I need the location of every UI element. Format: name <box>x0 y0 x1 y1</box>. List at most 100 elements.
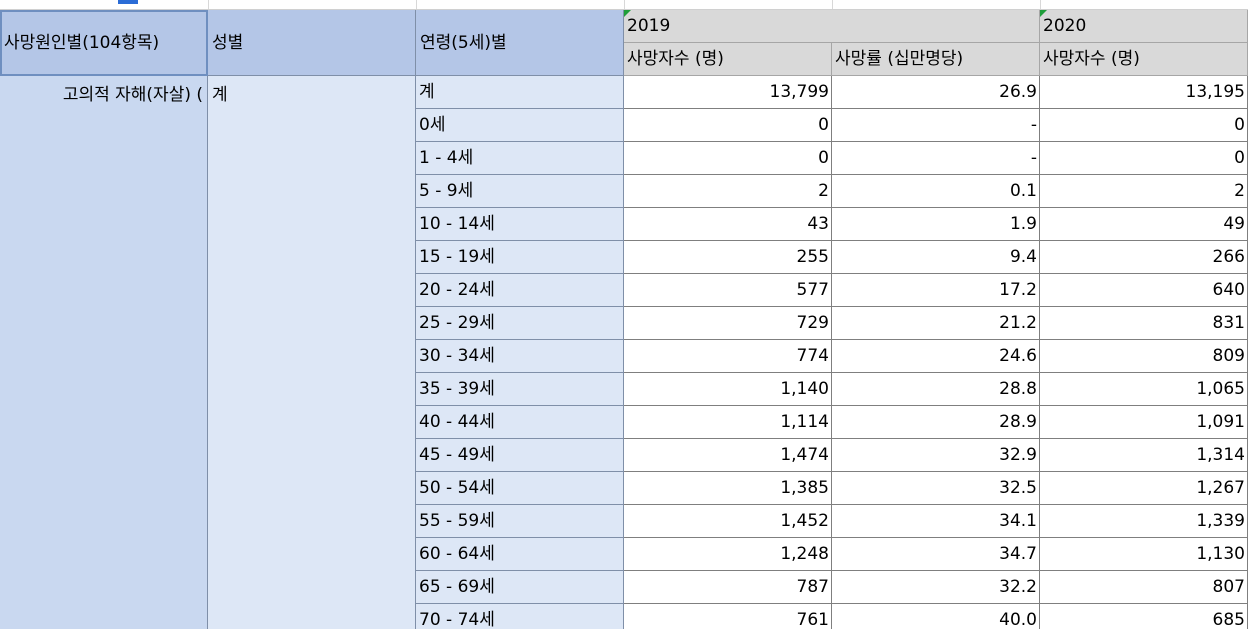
deaths-2019-cell[interactable]: 774 <box>624 340 832 373</box>
rate-2019-cell[interactable]: 28.9 <box>832 406 1040 439</box>
rate-2019-cell[interactable]: 32.5 <box>832 472 1040 505</box>
age-cell[interactable]: 5 - 9세 <box>416 175 624 208</box>
age-cell[interactable]: 15 - 19세 <box>416 241 624 274</box>
header-deaths-2020-cell[interactable]: 사망자수 (명) <box>1040 43 1248 76</box>
deaths-2020-cell[interactable]: 1,314 <box>1040 439 1248 472</box>
deaths-2019-value: 0 <box>818 148 829 168</box>
rate-2019-cell[interactable]: 9.4 <box>832 241 1040 274</box>
deaths-2020-cell[interactable]: 809 <box>1040 340 1248 373</box>
deaths-2019-cell[interactable]: 0 <box>624 142 832 175</box>
deaths-2019-cell[interactable]: 1,140 <box>624 373 832 406</box>
age-value: 50 - 54세 <box>419 478 495 498</box>
deaths-2020-cell[interactable]: 1,267 <box>1040 472 1248 505</box>
age-cell[interactable]: 10 - 14세 <box>416 208 624 241</box>
deaths-2019-cell[interactable]: 2 <box>624 175 832 208</box>
rate-2019-cell[interactable]: 32.2 <box>832 571 1040 604</box>
rate-2019-cell[interactable]: 24.6 <box>832 340 1040 373</box>
age-cell[interactable]: 1 - 4세 <box>416 142 624 175</box>
deaths-2020-cell[interactable]: 0 <box>1040 142 1248 175</box>
age-cell[interactable]: 70 - 74세 <box>416 604 624 629</box>
deaths-2020-cell[interactable]: 2 <box>1040 175 1248 208</box>
deaths-2020-cell[interactable]: 1,130 <box>1040 538 1248 571</box>
rate-2019-cell[interactable]: 21.2 <box>832 307 1040 340</box>
deaths-2020-cell[interactable]: 0 <box>1040 109 1248 142</box>
age-cell[interactable]: 60 - 64세 <box>416 538 624 571</box>
age-value: 55 - 59세 <box>419 511 495 531</box>
deaths-2020-value: 1,130 <box>1196 544 1245 564</box>
deaths-2020-cell[interactable]: 685 <box>1040 604 1248 629</box>
deaths-2019-cell[interactable]: 1,114 <box>624 406 832 439</box>
rate-2019-cell[interactable]: 26.9 <box>832 76 1040 109</box>
deaths-2020-cell[interactable]: 49 <box>1040 208 1248 241</box>
age-cell[interactable]: 35 - 39세 <box>416 373 624 406</box>
age-cell[interactable]: 30 - 34세 <box>416 340 624 373</box>
deaths-2019-value: 255 <box>796 247 829 267</box>
age-cell[interactable]: 0세 <box>416 109 624 142</box>
age-value: 5 - 9세 <box>419 181 474 201</box>
age-cell[interactable]: 55 - 59세 <box>416 505 624 538</box>
rate-2019-cell[interactable]: 34.1 <box>832 505 1040 538</box>
header-year-2019-cell[interactable]: 2019 <box>624 10 1040 43</box>
deaths-2020-value: 640 <box>1212 280 1245 300</box>
deaths-2020-value: 685 <box>1212 610 1245 629</box>
deaths-2020-cell[interactable]: 266 <box>1040 241 1248 274</box>
deaths-2020-cell[interactable]: 831 <box>1040 307 1248 340</box>
row-header-cause-label: 고의적 자해(자살) ( <box>62 85 203 105</box>
deaths-2019-cell[interactable]: 787 <box>624 571 832 604</box>
deaths-2019-cell[interactable]: 43 <box>624 208 832 241</box>
header-cause-cell[interactable]: 사망원인별(104항목) <box>0 10 208 76</box>
deaths-2019-value: 0 <box>818 115 829 135</box>
deaths-2019-value: 1,385 <box>780 478 829 498</box>
age-cell[interactable]: 50 - 54세 <box>416 472 624 505</box>
deaths-2020-cell[interactable]: 13,195 <box>1040 76 1248 109</box>
deaths-2019-cell[interactable]: 577 <box>624 274 832 307</box>
header-age-cell[interactable]: 연령(5세)별 <box>416 10 624 76</box>
rate-2019-value: - <box>1030 148 1037 168</box>
age-cell[interactable]: 계 <box>416 76 624 109</box>
deaths-2020-cell[interactable]: 1,339 <box>1040 505 1248 538</box>
rate-2019-cell[interactable]: 1.9 <box>832 208 1040 241</box>
deaths-2020-cell[interactable]: 1,091 <box>1040 406 1248 439</box>
deaths-2019-cell[interactable]: 1,248 <box>624 538 832 571</box>
rate-2019-cell[interactable]: 17.2 <box>832 274 1040 307</box>
deaths-2019-cell[interactable]: 761 <box>624 604 832 629</box>
age-cell[interactable]: 20 - 24세 <box>416 274 624 307</box>
deaths-2019-cell[interactable]: 1,385 <box>624 472 832 505</box>
deaths-2019-value: 13,799 <box>769 82 829 102</box>
deaths-2020-cell[interactable]: 640 <box>1040 274 1248 307</box>
header-deaths-2019-cell[interactable]: 사망자수 (명) <box>624 43 832 76</box>
deaths-2020-value: 1,267 <box>1196 478 1245 498</box>
rate-2019-cell[interactable]: 32.9 <box>832 439 1040 472</box>
age-cell[interactable]: 25 - 29세 <box>416 307 624 340</box>
deaths-2020-value: 1,065 <box>1196 379 1245 399</box>
age-cell[interactable]: 45 - 49세 <box>416 439 624 472</box>
deaths-2020-cell[interactable]: 1,065 <box>1040 373 1248 406</box>
rate-2019-cell[interactable]: 28.8 <box>832 373 1040 406</box>
deaths-2019-cell[interactable]: 1,452 <box>624 505 832 538</box>
deaths-2019-cell[interactable]: 0 <box>624 109 832 142</box>
row-header-sex-cell[interactable]: 계 <box>208 76 416 629</box>
deaths-2020-value: 0 <box>1234 148 1245 168</box>
age-cell[interactable]: 40 - 44세 <box>416 406 624 439</box>
rate-2019-cell[interactable]: 34.7 <box>832 538 1040 571</box>
header-sex-cell[interactable]: 성별 <box>208 10 416 76</box>
deaths-2019-value: 2 <box>818 181 829 201</box>
deaths-2019-cell[interactable]: 255 <box>624 241 832 274</box>
row-header-cause-cell[interactable]: 고의적 자해(자살) ( <box>0 76 208 629</box>
rate-2019-cell[interactable]: - <box>832 142 1040 175</box>
deaths-2020-cell[interactable]: 807 <box>1040 571 1248 604</box>
rate-2019-value: 32.9 <box>999 445 1037 465</box>
age-cell[interactable]: 65 - 69세 <box>416 571 624 604</box>
deaths-2020-value: 809 <box>1212 346 1245 366</box>
header-rate-2019-cell[interactable]: 사망률 (십만명당) <box>832 43 1040 76</box>
rate-2019-cell[interactable]: - <box>832 109 1040 142</box>
header-year-2020-cell[interactable]: 2020 <box>1040 10 1248 43</box>
rate-2019-cell[interactable]: 40.0 <box>832 604 1040 629</box>
age-value: 25 - 29세 <box>419 313 495 333</box>
rate-2019-cell[interactable]: 0.1 <box>832 175 1040 208</box>
header-age-label: 연령(5세)별 <box>420 33 507 53</box>
deaths-2019-cell[interactable]: 1,474 <box>624 439 832 472</box>
deaths-2019-cell[interactable]: 13,799 <box>624 76 832 109</box>
deaths-2019-cell[interactable]: 729 <box>624 307 832 340</box>
header-sex-label: 성별 <box>212 33 244 53</box>
